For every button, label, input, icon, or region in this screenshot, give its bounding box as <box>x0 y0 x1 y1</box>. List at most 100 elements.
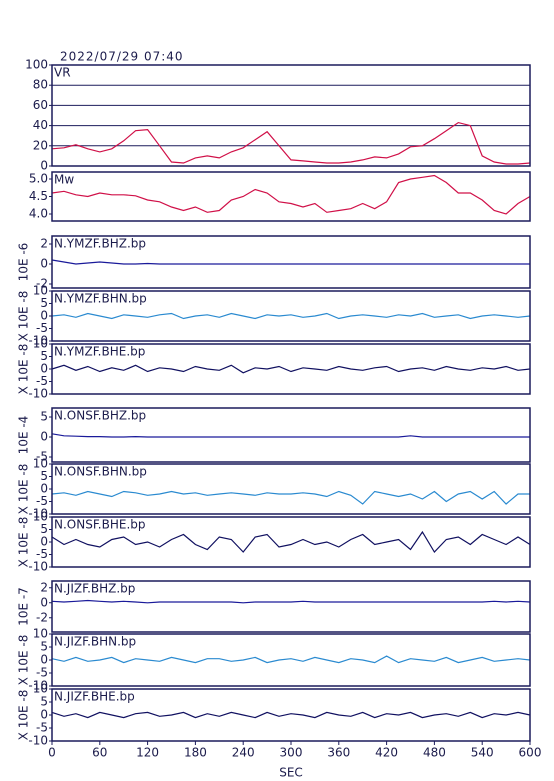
y-tick-label: 0 <box>40 257 48 271</box>
x-tick-label: 420 <box>375 746 398 760</box>
panel-frame <box>51 633 531 687</box>
y-axis-label: X 10E -8 <box>17 517 31 568</box>
y-tick-label: 2 <box>40 580 48 594</box>
x-tick-label: 180 <box>184 746 207 760</box>
x-tick-label: 240 <box>232 746 255 760</box>
y-tick-label: 40 <box>33 118 48 132</box>
y-tick-label: 5 <box>40 640 48 654</box>
y-tick-label: 10 <box>33 510 48 524</box>
y-axis-label: X 10E -8 <box>17 690 31 741</box>
y-tick-label: 20 <box>33 138 48 152</box>
series-line <box>51 599 531 604</box>
y-tick-label: -10 <box>28 734 48 748</box>
panel-label: N.ONSF.BHE.bp <box>54 518 146 532</box>
chart-title: 2022/07/29 07:40 <box>60 50 184 64</box>
panel-label: N.YMZF.BHZ.bp <box>54 237 146 251</box>
y-axis-label: X 10E -8 <box>17 635 31 686</box>
y-tick-label: 5 <box>40 522 48 536</box>
y-tick-label: -10 <box>28 679 48 693</box>
x-tick-label: 360 <box>327 746 350 760</box>
y-tick-label: 0 <box>40 482 48 496</box>
y-tick-label: 5 <box>40 296 48 310</box>
y-tick-label: -10 <box>28 387 48 401</box>
y-tick-label: -5 <box>36 721 48 735</box>
series-line <box>51 259 530 265</box>
y-tick-label: 60 <box>33 98 48 112</box>
y-tick-label: 5.0 <box>29 172 48 186</box>
y-tick-label: 0 <box>40 159 48 173</box>
y-tick-label: 4.5 <box>29 189 48 203</box>
y-axis-label: 10E -4 <box>17 416 31 455</box>
y-tick-label: 100 <box>25 58 48 72</box>
panel-frame <box>51 580 531 633</box>
x-tick-label: 120 <box>136 746 159 760</box>
x-tick-label: 540 <box>471 746 494 760</box>
panel-label: Mw <box>54 173 74 187</box>
panel-frame <box>51 171 531 222</box>
series-line <box>51 530 531 553</box>
y-tick-label: 0 <box>40 708 48 722</box>
x-tick-label: 60 <box>92 746 107 760</box>
y-axis-label: 10E -6 <box>17 243 31 282</box>
y-tick-label: 5 <box>40 695 48 709</box>
y-tick-label: -5 <box>36 321 48 335</box>
panel-label: N.JIZF.BHN.bp <box>54 635 136 649</box>
series-line <box>51 433 530 438</box>
y-tick-label: 4.0 <box>29 207 48 221</box>
y-tick-label: 0 <box>40 309 48 323</box>
x-axis-label: SEC <box>279 766 303 780</box>
panel-frame <box>51 463 531 515</box>
y-axis-label: 10E -7 <box>17 587 31 626</box>
y-tick-label: -10 <box>28 507 48 521</box>
panel-label: N.ONSF.BHZ.bp <box>54 409 146 423</box>
y-axis-label: X 10E -8 <box>17 344 31 395</box>
y-tick-label: -5 <box>36 450 48 464</box>
y-axis-label: X 10E -8 <box>17 291 31 342</box>
panel-frame <box>51 64 531 167</box>
y-tick-label: 10 <box>33 337 48 351</box>
panel-label: N.YMZF.BHE.bp <box>54 345 145 359</box>
y-tick-label: -2 <box>36 610 48 624</box>
x-tick-label: 0 <box>48 746 56 760</box>
y-tick-label: 80 <box>33 78 48 92</box>
y-tick-label: -5 <box>36 666 48 680</box>
panel-frame <box>51 290 531 342</box>
y-tick-label: 10 <box>33 457 48 471</box>
panel-label: N.JIZF.BHE.bp <box>54 690 135 704</box>
series-line <box>51 655 531 664</box>
y-tick-label: 5 <box>40 410 48 424</box>
x-tick-label: 600 <box>519 746 542 760</box>
y-tick-label: -10 <box>28 334 48 348</box>
panel-label: N.YMZF.BHN.bp <box>54 292 147 306</box>
y-tick-label: 0 <box>40 653 48 667</box>
x-tick-label: 300 <box>280 746 303 760</box>
y-tick-label: 10 <box>33 627 48 641</box>
y-tick-label: -10 <box>28 560 48 574</box>
y-tick-label: 5 <box>40 349 48 363</box>
y-tick-label: -5 <box>36 494 48 508</box>
series-line <box>51 490 530 505</box>
y-tick-label: -5 <box>36 547 48 561</box>
series-line <box>51 121 531 165</box>
series-line <box>51 711 531 719</box>
y-tick-label: 0 <box>40 535 48 549</box>
y-axis-label: X 10E -8 <box>17 464 31 515</box>
y-tick-label: 2 <box>40 237 48 251</box>
panel-frame <box>51 235 531 289</box>
panel-frame <box>51 343 531 395</box>
series-line <box>51 364 531 374</box>
panel-frame <box>51 407 531 463</box>
y-tick-label: 0 <box>40 430 48 444</box>
y-tick-label: 0 <box>40 595 48 609</box>
y-tick-label: -5 <box>36 374 48 388</box>
y-tick-label: 10 <box>33 284 48 298</box>
series-line <box>51 312 531 320</box>
panel-frame <box>51 516 531 568</box>
y-tick-label: 10 <box>33 682 48 696</box>
y-tick-label: 5 <box>40 469 48 483</box>
panel-label: N.JIZF.BHZ.bp <box>54 582 135 596</box>
panel-label: N.ONSF.BHN.bp <box>54 465 147 479</box>
panel-label: VR <box>54 66 71 80</box>
y-tick-label: -2 <box>36 277 48 291</box>
